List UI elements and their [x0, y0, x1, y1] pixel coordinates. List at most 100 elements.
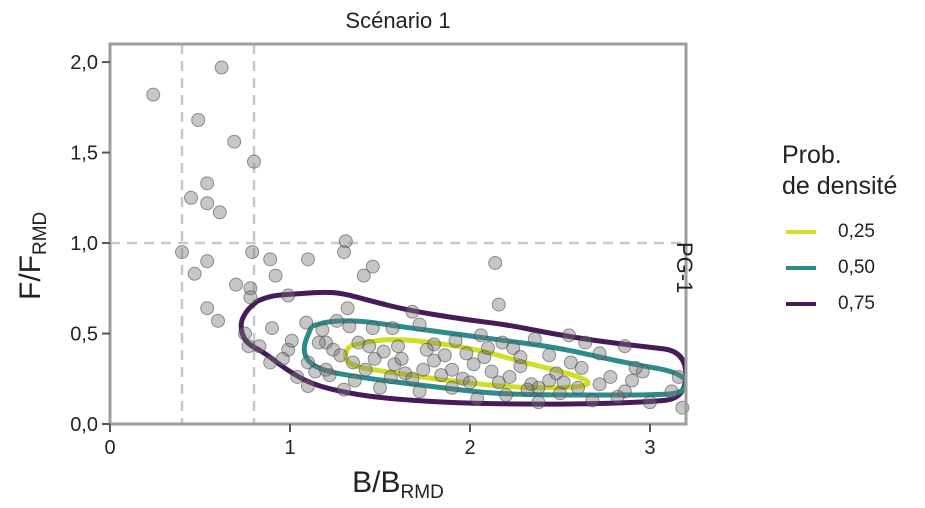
legend-swatch-1 [786, 266, 816, 270]
scatter-point-92 [373, 380, 387, 395]
scatter-point-16 [356, 268, 371, 283]
axis-ticks: 0 1 2 3 0,0 0,5 1,0 1,5 2,0 [70, 52, 655, 459]
scatter-point-39 [252, 339, 267, 354]
scatter-point-60 [333, 348, 348, 363]
scatter-point-100 [610, 389, 625, 404]
x-tick-label-1: 1 [284, 437, 295, 459]
scatter-point-27 [200, 301, 215, 316]
scatter-point-43 [315, 322, 330, 337]
scatter-point-9 [175, 245, 189, 260]
scatter-point-87 [617, 384, 632, 399]
scatter-point-68 [416, 362, 431, 377]
scatter-point-123 [571, 380, 585, 395]
scatter-point-58 [308, 364, 323, 379]
scatter-point-72 [455, 371, 470, 386]
y-tick-label-1: 0,5 [70, 324, 98, 346]
scatter-point-124 [628, 360, 643, 375]
scatter-point-105 [347, 373, 362, 388]
scatter-point-53 [527, 331, 542, 346]
scatter-point-45 [326, 342, 341, 357]
scatter-point-24 [340, 301, 355, 316]
legend-label-0: 0,25 [838, 221, 875, 242]
scatter-point-64 [376, 344, 391, 359]
scatter-point-113 [592, 346, 607, 361]
scatter-point-49 [448, 333, 463, 348]
scatter-point-86 [603, 369, 618, 384]
scatter-point-95 [470, 391, 485, 406]
scatter-point-85 [592, 377, 607, 392]
scatter-point-119 [434, 368, 449, 383]
scatter-point-35 [365, 321, 380, 336]
scatter-point-33 [329, 313, 344, 328]
scatter-point-120 [463, 375, 477, 390]
scatter-point-38 [241, 339, 256, 354]
scatter-point-19 [200, 254, 215, 269]
scatter-point-15 [365, 259, 380, 274]
reference-lines [110, 44, 686, 424]
scatter-point-10 [245, 245, 260, 260]
scatter-point-17 [488, 255, 503, 270]
scatter-point-6 [184, 190, 198, 205]
scatter-point-109 [459, 346, 474, 361]
scatter-point-8 [212, 205, 227, 220]
scatter-point-1 [214, 60, 229, 75]
scatter-point-57 [301, 355, 315, 370]
scatter-point-37 [412, 317, 427, 332]
scatter-point-65 [387, 357, 402, 372]
scatter-point-61 [346, 355, 360, 370]
density-contour-1 [301, 318, 686, 398]
scatter-point-36 [385, 321, 400, 336]
legend-items: 0,25 0,50 0,75 [782, 214, 897, 322]
y-tick-label-2: 1,0 [70, 233, 98, 255]
scatter-point-81 [542, 373, 557, 388]
scatter-point-70 [437, 348, 452, 363]
scatter-point-14 [337, 245, 351, 260]
scatter-point-25 [405, 304, 420, 319]
legend: Prob. de densité 0,25 0,50 0,75 [782, 140, 897, 322]
scatter-point-82 [549, 366, 564, 381]
scatter-point-46 [351, 335, 366, 350]
scatter-point-11 [263, 252, 278, 267]
legend-label-1: 0,50 [838, 257, 875, 278]
scatter-point-110 [481, 341, 495, 355]
scatter-point-104 [319, 362, 333, 377]
scatter-point-80 [531, 380, 546, 395]
x-axis-label-sub: RMD [400, 482, 444, 503]
scatter-point-52 [506, 341, 521, 355]
scatter-point-99 [585, 393, 600, 408]
scatter-point-107 [394, 351, 409, 366]
scatter-point-62 [358, 362, 373, 377]
chart-title: Scénario 1 [345, 8, 451, 33]
scatter-point-115 [290, 369, 305, 384]
y-axis-label: F/FRMD [14, 212, 52, 300]
x-tick-label-2: 2 [464, 437, 475, 459]
scatter-point-117 [311, 335, 326, 350]
scatter-point-89 [635, 364, 650, 379]
scatter-point-77 [502, 369, 517, 384]
scatter-point-74 [477, 350, 492, 365]
scatter-point-112 [542, 348, 557, 363]
scatter-point-13 [338, 234, 353, 249]
scatter-point-94 [445, 380, 459, 395]
scatter-point-97 [531, 395, 546, 410]
y-tick-label-0: 0,0 [70, 414, 98, 436]
scatter-point-75 [484, 364, 499, 379]
scatter-point-90 [301, 379, 315, 393]
scatter-point-116 [275, 351, 290, 366]
scatter-point-98 [553, 386, 567, 401]
legend-item-1: 0,50 [782, 250, 897, 286]
scatter-point-44 [319, 335, 333, 350]
scatter-point-29 [211, 313, 225, 328]
scatter-point-34 [342, 319, 357, 334]
scatter-point-31 [265, 321, 279, 336]
scatter-point-12 [301, 252, 315, 267]
scatter-point-50 [473, 328, 488, 343]
density-contour-2 [342, 337, 591, 391]
scatter-point-93 [412, 384, 427, 399]
scatter-point-4 [247, 154, 261, 169]
scatter-point-40 [263, 355, 278, 370]
scatter-point-3 [227, 134, 242, 149]
scatter-point-30 [238, 326, 252, 341]
scatter-point-96 [499, 388, 513, 403]
